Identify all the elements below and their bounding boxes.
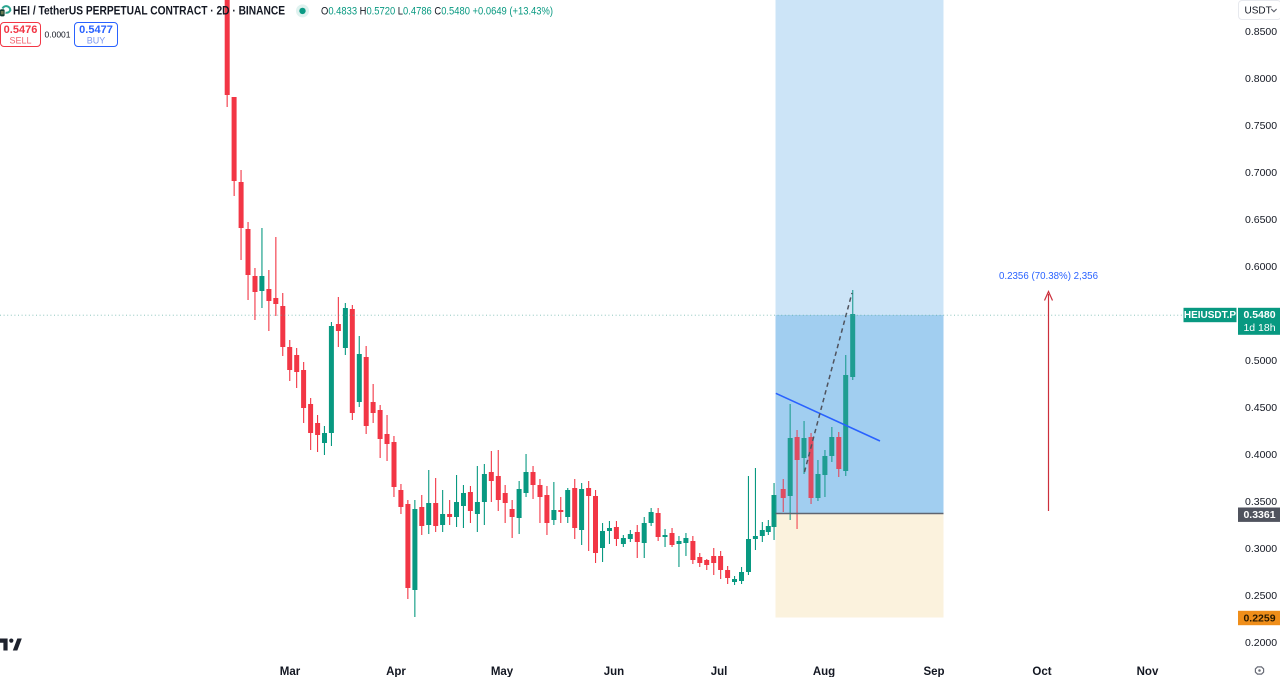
svg-text:Mar: Mar — [280, 666, 301, 677]
svg-text:0.8500: 0.8500 — [1245, 26, 1277, 38]
svg-text:Jun: Jun — [604, 666, 624, 677]
svg-text:USDT: USDT — [1245, 6, 1272, 17]
svg-text:0.5477: 0.5477 — [79, 24, 113, 36]
svg-text:0.4000: 0.4000 — [1245, 449, 1277, 461]
svg-text:0.5476: 0.5476 — [4, 24, 38, 36]
svg-text:0.2356 (70.38%) 2,356: 0.2356 (70.38%) 2,356 — [999, 270, 1098, 282]
svg-text:Nov: Nov — [1137, 666, 1159, 677]
svg-text:0.6000: 0.6000 — [1245, 261, 1277, 273]
svg-text:HEI / TetherUS PERPETUAL CONTR: HEI / TetherUS PERPETUAL CONTRACT · 2D ·… — [13, 5, 285, 18]
svg-text:0.4500: 0.4500 — [1245, 402, 1277, 414]
svg-text:0.5000: 0.5000 — [1245, 355, 1277, 367]
svg-text:0.2259: 0.2259 — [1243, 612, 1275, 624]
svg-text:BUY: BUY — [87, 35, 106, 45]
svg-text:0.2500: 0.2500 — [1245, 590, 1277, 602]
svg-text:O0.4833 H0.5720 L0.4786 C0.548: O0.4833 H0.5720 L0.4786 C0.5480 +0.0649 … — [321, 5, 553, 17]
svg-text:Oct: Oct — [1032, 666, 1051, 677]
svg-text:May: May — [491, 666, 514, 677]
svg-text:Aug: Aug — [813, 666, 835, 677]
svg-text:0.2000: 0.2000 — [1245, 637, 1277, 649]
svg-text:0.0001: 0.0001 — [45, 29, 71, 39]
svg-text:0.3000: 0.3000 — [1245, 543, 1277, 555]
svg-text:Apr: Apr — [386, 666, 406, 677]
svg-text:1d 18h: 1d 18h — [1243, 322, 1275, 334]
svg-text:0.3361: 0.3361 — [1243, 509, 1275, 521]
svg-text:Sep: Sep — [923, 666, 944, 677]
svg-text:Jul: Jul — [711, 666, 728, 677]
svg-text:0.5480: 0.5480 — [1243, 309, 1275, 321]
svg-text:HEIUSDT.P: HEIUSDT.P — [1184, 310, 1237, 321]
svg-text:0.7000: 0.7000 — [1245, 167, 1277, 179]
svg-text:0.6500: 0.6500 — [1245, 214, 1277, 226]
svg-text:0.3500: 0.3500 — [1245, 496, 1277, 508]
svg-text:SELL: SELL — [9, 35, 31, 45]
svg-text:0.7500: 0.7500 — [1245, 120, 1277, 132]
svg-text:0.8000: 0.8000 — [1245, 73, 1277, 85]
